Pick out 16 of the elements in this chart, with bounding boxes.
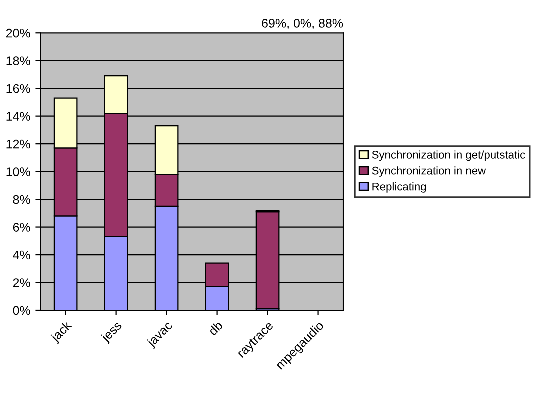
legend-label: Synchronization in new (372, 166, 486, 177)
y-tick-label: 2% (13, 278, 30, 288)
y-tick-label: 14% (6, 112, 30, 121)
y-tick-label: 20% (6, 28, 30, 38)
y-tick-label: 16% (6, 84, 30, 94)
y-tick-label: 0% (13, 306, 30, 316)
y-tick-label: 6% (13, 223, 30, 232)
legend-label: Synchronization in get/putstatic (372, 150, 526, 162)
legend-label: Replicating (372, 182, 426, 193)
y-tick-label: 4% (13, 250, 30, 260)
y-tick-label: 18% (6, 56, 30, 66)
y-tick-label: 10% (6, 168, 30, 176)
x-tick-label: db (208, 320, 224, 336)
text: 69%, 0%, 88% (262, 19, 344, 30)
y-tick-label: 12% (6, 140, 30, 149)
y-tick-label: 8% (13, 195, 30, 204)
